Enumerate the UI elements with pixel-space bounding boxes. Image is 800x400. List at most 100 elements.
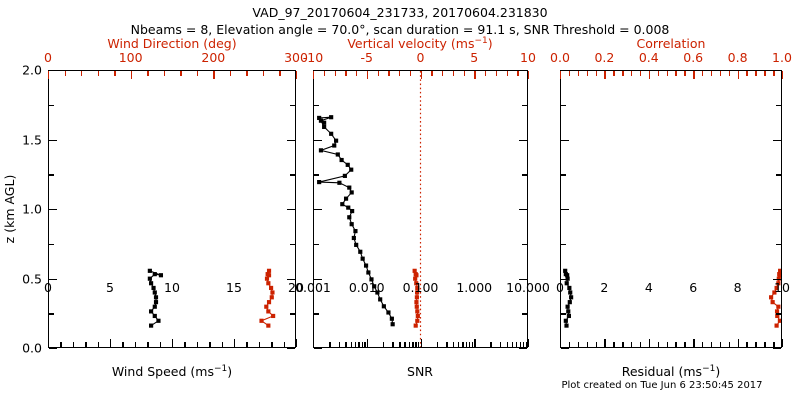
panel1-top-axis-title: Wind Direction (deg) (107, 36, 237, 51)
y-tick (49, 209, 57, 211)
data-point (776, 281, 781, 286)
top-x-tick-label: 5 (470, 50, 479, 65)
x-tick-label: 8 (733, 280, 742, 295)
data-point (413, 323, 418, 328)
top-x-tick (639, 71, 642, 76)
data-point (269, 285, 274, 291)
x-tick (782, 339, 784, 347)
top-x-tick (130, 71, 133, 79)
x-tick (354, 342, 357, 347)
top-x-tick (114, 71, 116, 76)
y-tick-label: 2.0 (22, 62, 42, 78)
top-x-tick (474, 71, 476, 79)
top-x-tick (409, 71, 412, 76)
x-tick (364, 342, 366, 347)
data-point (149, 323, 154, 328)
top-x-tick-label: 0 (44, 50, 52, 65)
x-tick (568, 342, 571, 347)
y-tick (522, 243, 527, 246)
x-tick (648, 339, 651, 347)
x-tick (358, 342, 360, 347)
panel3-top-axis-title: Correlation (636, 36, 706, 51)
y-tick (49, 278, 57, 280)
x-tick-label: 15 (226, 280, 242, 295)
x-tick (172, 339, 174, 347)
x-tick (329, 342, 331, 347)
x-tick (702, 342, 704, 347)
x-tick (404, 342, 406, 347)
y-tick (561, 104, 566, 107)
data-point (322, 120, 327, 125)
x-tick (452, 342, 455, 347)
data-point (158, 273, 164, 278)
x-tick (474, 339, 476, 347)
x-tick (85, 342, 87, 347)
x-tick (755, 342, 757, 347)
x-tick (525, 342, 527, 347)
top-x-tick (97, 71, 99, 76)
top-x-tick (196, 71, 199, 76)
top-x-tick (64, 71, 66, 76)
x-tick-label: 0.010 (348, 280, 385, 295)
top-x-tick (657, 71, 660, 76)
top-x-tick-label: 10 (520, 50, 536, 65)
y-tick (290, 174, 295, 176)
panel-residual-correlation (560, 70, 782, 348)
x-tick (97, 342, 99, 347)
data-point (378, 297, 383, 302)
data-point (566, 313, 571, 319)
top-x-tick (719, 71, 722, 76)
data-point (366, 270, 371, 275)
x-tick (657, 342, 660, 347)
data-point (335, 152, 340, 157)
x-tick-label: 10 (774, 280, 790, 295)
x-tick (338, 342, 341, 347)
top-x-tick (506, 71, 508, 76)
x-tick-label: 0 (556, 280, 564, 295)
y-tick (776, 313, 781, 315)
y-tick (314, 243, 319, 246)
y-tick (519, 70, 527, 72)
y-tick (561, 243, 566, 246)
x-tick (469, 342, 471, 347)
top-x-tick-label: 1.0 (772, 50, 792, 65)
data-point (149, 309, 154, 314)
y-tick (49, 70, 57, 72)
data-point (329, 115, 334, 120)
y-tick (773, 278, 781, 280)
y-tick-label: 0.5 (22, 271, 42, 286)
x-tick-label: 1.000 (456, 280, 493, 295)
data-point (349, 190, 354, 195)
data-point (775, 313, 780, 319)
top-x-tick (147, 71, 149, 76)
data-point (414, 304, 419, 309)
x-tick (519, 342, 522, 347)
data-point (415, 309, 420, 314)
y-tick (290, 313, 295, 315)
y-tick (522, 313, 527, 315)
top-x-tick (631, 71, 633, 76)
x-tick (258, 342, 261, 347)
data-point (153, 300, 159, 305)
top-x-tick (323, 71, 326, 76)
top-x-tick (586, 71, 589, 76)
data-point (153, 295, 159, 300)
y-tick (773, 139, 781, 141)
top-x-tick (773, 71, 775, 76)
x-tick (418, 342, 420, 347)
top-x-tick (366, 71, 369, 79)
y-tick (49, 104, 54, 107)
x-tick (399, 342, 401, 347)
x-tick (283, 342, 285, 347)
data-point (772, 290, 777, 295)
data-point (347, 215, 352, 220)
x-tick-label: 2 (600, 280, 609, 295)
data-point (351, 235, 356, 241)
top-x-tick-label: 0.8 (727, 50, 748, 65)
x-tick-label: 5 (106, 280, 114, 295)
top-x-tick (485, 71, 487, 76)
plot-created-footer: Plot created on Tue Jun 6 23:50:45 2017 (561, 380, 763, 391)
x-tick (577, 342, 580, 347)
top-x-tick (377, 71, 379, 76)
y-tick (561, 278, 569, 280)
